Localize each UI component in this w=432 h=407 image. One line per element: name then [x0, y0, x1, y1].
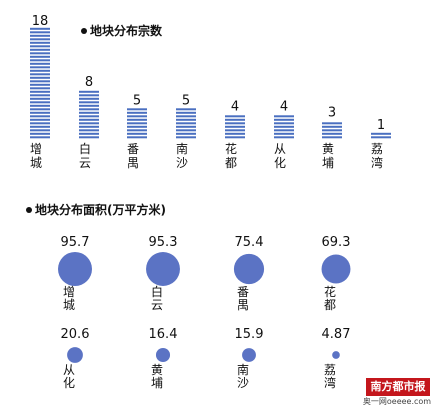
svg-text:番禺: 番禺 — [237, 285, 249, 312]
bubble-value-label-7: 4.87 — [322, 327, 351, 342]
bar-4 — [225, 115, 245, 139]
bar-1 — [79, 90, 99, 139]
bar-6 — [322, 122, 342, 139]
bubble-value-label-6: 15.9 — [235, 327, 264, 342]
svg-text:黄埔: 黄埔 — [322, 142, 334, 170]
bar-7 — [371, 132, 391, 139]
bubble-5 — [155, 347, 171, 363]
svg-text:从化: 从化 — [63, 363, 75, 390]
bubble-1 — [146, 252, 180, 286]
bar-value-label-4: 4 — [231, 100, 239, 115]
bubble-category-label-4: 从化 — [63, 363, 75, 390]
bar-value-label-3: 5 — [182, 93, 190, 108]
bar-value-label-5: 4 — [280, 100, 288, 115]
svg-text:荔湾: 荔湾 — [371, 142, 383, 170]
svg-text:南沙: 南沙 — [237, 362, 249, 390]
chart1-title-bullet — [81, 28, 87, 34]
bubble-category-label-7: 荔湾 — [324, 363, 336, 390]
bubble-2 — [233, 253, 265, 285]
newspaper-logo-sub: 奥一网oeeee.com — [362, 397, 432, 406]
bubble-6 — [242, 348, 256, 362]
svg-text:荔湾: 荔湾 — [324, 363, 336, 390]
bubble-value-label-3: 69.3 — [322, 235, 351, 250]
bubble-7 — [332, 351, 340, 359]
bar-value-label-6: 3 — [328, 106, 336, 121]
bubble-category-label-1: 白云 — [151, 284, 163, 312]
chart2-title-bullet — [26, 207, 32, 213]
newspaper-logo: 南方都市报 — [366, 378, 430, 396]
bar-category-label-1: 白云 — [79, 141, 91, 170]
bubble-category-label-6: 南沙 — [237, 362, 249, 390]
bubble-4 — [67, 347, 83, 363]
bar-category-label-4: 花都 — [225, 141, 237, 170]
bar-category-label-6: 黄埔 — [322, 142, 334, 170]
bubble-category-label-2: 番禺 — [237, 285, 249, 312]
bar-5 — [274, 115, 294, 139]
svg-text:番禺: 番禺 — [127, 142, 139, 170]
bubble-category-label-3: 花都 — [324, 284, 336, 312]
svg-text:白云: 白云 — [79, 141, 91, 170]
bubble-value-label-4: 20.6 — [61, 327, 90, 342]
bar-3 — [176, 108, 196, 139]
svg-text:南沙: 南沙 — [176, 141, 188, 170]
bar-value-label-1: 8 — [85, 75, 93, 90]
svg-text:花都: 花都 — [225, 141, 237, 170]
bar-category-label-2: 番禺 — [127, 142, 139, 170]
bubble-value-label-1: 95.3 — [149, 235, 178, 250]
svg-text:增城: 增城 — [30, 142, 42, 170]
bubble-value-label-5: 16.4 — [149, 327, 178, 342]
svg-text:花都: 花都 — [324, 284, 336, 312]
svg-text:黄埔: 黄埔 — [151, 363, 163, 390]
bar-value-label-2: 5 — [133, 93, 141, 108]
svg-text:增城: 增城 — [63, 285, 75, 312]
svg-text:从化: 从化 — [274, 142, 286, 170]
bar-category-label-5: 从化 — [274, 142, 286, 170]
bubble-category-label-5: 黄埔 — [151, 363, 163, 390]
bar-category-label-0: 增城 — [30, 142, 42, 170]
chart2-title: 地块分布面积(万平方米) — [35, 202, 166, 217]
bar-category-label-7: 荔湾 — [371, 142, 383, 170]
bubble-3 — [321, 254, 351, 284]
bar-category-label-3: 南沙 — [176, 141, 188, 170]
bar-0 — [30, 27, 50, 139]
bubble-value-label-2: 75.4 — [235, 235, 264, 250]
bar-value-label-0: 18 — [32, 14, 49, 29]
bar-2 — [127, 108, 147, 139]
bar-value-label-7: 1 — [377, 118, 385, 133]
bubble-0 — [58, 252, 92, 286]
chart1-title: 地块分布宗数 — [90, 23, 163, 38]
bubble-value-label-0: 95.7 — [61, 235, 90, 250]
bubble-category-label-0: 增城 — [63, 285, 75, 312]
svg-text:白云: 白云 — [151, 284, 163, 312]
